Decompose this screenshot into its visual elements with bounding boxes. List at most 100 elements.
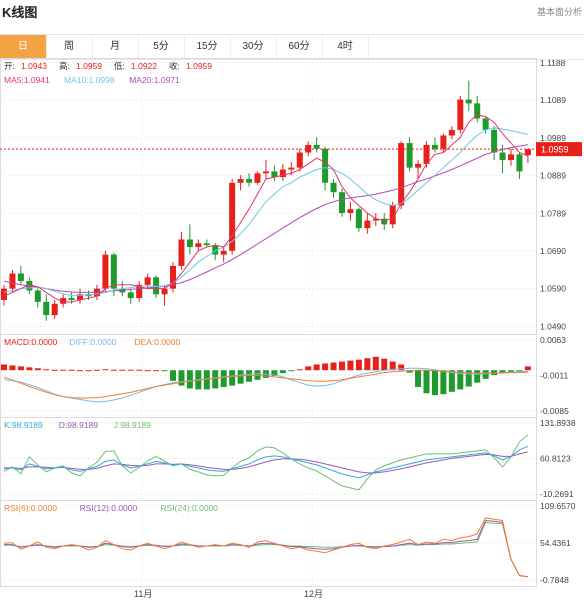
candle-body — [389, 205, 396, 225]
candle-body — [508, 154, 514, 161]
candle-body — [457, 99, 464, 130]
price-tick-label: 1.0690 — [540, 246, 566, 256]
candle-body — [212, 245, 219, 255]
fundamental-analysis-link[interactable]: 基本面分析 — [536, 7, 582, 17]
macd-bar — [457, 370, 464, 390]
macd-tick-label: -0.0085 — [540, 406, 569, 416]
macd-bar — [465, 370, 472, 387]
candle-body — [499, 152, 506, 161]
rsi-legend-2: RSI(24):0.0000 — [160, 503, 218, 513]
tab-15min[interactable]: 15分 — [184, 35, 231, 59]
candle-body — [195, 243, 202, 248]
ohlc-legend-label-2: 低: — [114, 61, 125, 71]
rsi-tick-label: 109.6570 — [540, 501, 576, 511]
candle-body — [110, 254, 117, 289]
macd-bar — [237, 370, 244, 384]
macd-bar — [516, 370, 523, 372]
macd-bar — [296, 369, 303, 371]
macd-bar — [279, 370, 286, 374]
chart-title: K线图 — [2, 5, 38, 20]
candle-body — [296, 152, 303, 168]
candle-body — [322, 148, 329, 183]
price-tick-label: 1.0989 — [540, 133, 566, 143]
candle-body — [381, 218, 388, 225]
rsi-tick-label: -0.7848 — [540, 575, 569, 585]
candle-body — [347, 209, 354, 214]
macd-bar — [440, 370, 447, 395]
candle-body — [491, 129, 498, 153]
macd-bar — [119, 369, 126, 371]
ma-legend-0: MA5:1.0941 — [4, 75, 50, 85]
macd-tick-label: -0.0011 — [540, 371, 568, 381]
macd-bar — [305, 366, 312, 371]
macd-bar — [68, 369, 75, 371]
ohlc-legend-value-2: 1.0922 — [131, 61, 157, 71]
candle-body — [178, 239, 185, 266]
macd-bars-group — [1, 356, 531, 396]
candle-body — [524, 149, 531, 156]
macd-bar — [77, 370, 84, 372]
ohlc-legend-value-1: 1.0959 — [76, 61, 102, 71]
tab-30min[interactable]: 30分 — [230, 35, 277, 59]
ohlc-legend-label-0: 开: — [4, 61, 15, 71]
candle-body — [364, 220, 371, 229]
tab-60min[interactable]: 60分 — [276, 35, 323, 59]
candle-body — [406, 143, 413, 168]
rsi-legend-0: RSI(6):0.0000 — [4, 503, 57, 513]
candle-body — [60, 298, 67, 304]
rsi6-line — [3, 517, 528, 578]
tab-4hour[interactable]: 4时 — [322, 35, 369, 59]
d-line — [4, 451, 529, 474]
candle-body — [448, 129, 455, 136]
kdj-tick-label: -10.2691 — [540, 489, 574, 499]
candle-body — [170, 265, 176, 289]
macd-bar — [415, 370, 422, 388]
header: K线图 基本面分析 — [0, 0, 584, 22]
macd-bar — [127, 369, 134, 371]
macd-bar — [229, 370, 236, 386]
candle-body — [355, 209, 362, 229]
ohlc-legend-value-3: 1.0959 — [186, 61, 212, 71]
rsi24-line — [4, 521, 528, 578]
price-tick-label: 1.0490 — [540, 321, 566, 331]
ma20-line — [3, 144, 528, 293]
candle-body — [51, 303, 58, 316]
tab-5min[interactable]: 5分 — [138, 35, 185, 59]
macd-bar — [161, 370, 168, 372]
macd-bar — [398, 364, 405, 371]
candle-body — [246, 178, 253, 183]
macd-bar — [355, 359, 362, 371]
macd-bar — [389, 361, 396, 371]
macd-bar — [474, 370, 481, 383]
candle-body — [17, 273, 24, 282]
tab-week[interactable]: 周 — [46, 35, 93, 59]
candle-body — [77, 294, 84, 300]
rsi-legend-1: RSI(12):0.0000 — [80, 503, 138, 513]
candle-body — [440, 135, 447, 149]
candle-body — [254, 173, 261, 183]
macd-bar — [85, 370, 92, 372]
candle-body — [237, 178, 244, 183]
candle-body — [136, 284, 143, 299]
period-tabs: 日 周 月 5分 15分 30分 60分 4时 — [0, 34, 584, 60]
tab-month[interactable]: 月 — [92, 35, 139, 59]
macd-bar — [431, 370, 438, 396]
macd-legend-1: DIFF:0.0000 — [69, 337, 117, 347]
kdj-legend-2: J:98.9189 — [114, 420, 152, 430]
macd-bar — [347, 360, 354, 371]
macd-bar — [178, 370, 185, 386]
macd-bar — [110, 369, 117, 371]
rsi12-line — [4, 519, 528, 578]
macd-bar — [524, 366, 531, 371]
candle-body — [288, 167, 295, 170]
macd-bar — [144, 370, 151, 372]
ohlc-legend-label-3: 收: — [169, 61, 180, 71]
macd-bar — [271, 370, 278, 376]
ohlc-legend-value-0: 1.0943 — [21, 61, 47, 71]
macd-bar — [330, 362, 337, 371]
ma-legend-2: MA20:1.0971 — [129, 75, 180, 85]
tab-day[interactable]: 日 — [0, 35, 47, 59]
price-tick-label: 1.1188 — [540, 58, 566, 68]
kdj-legend-1: D:98.9189 — [59, 420, 98, 430]
